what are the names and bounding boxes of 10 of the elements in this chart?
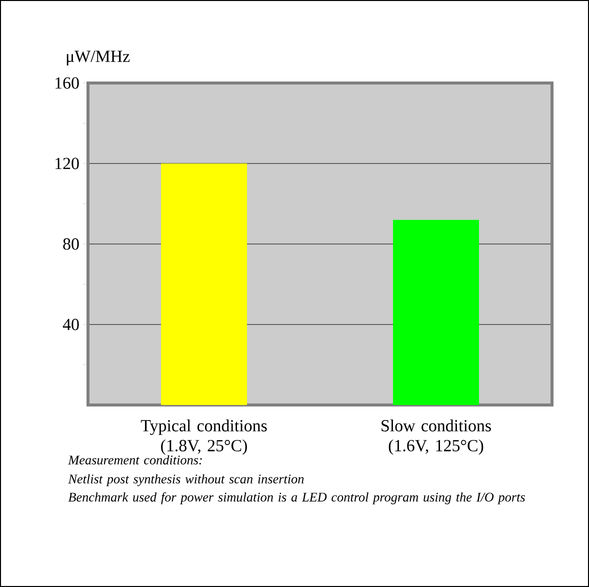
y-tick-label: 160 <box>56 77 79 89</box>
text: Measurement conditions: <box>68 455 202 465</box>
text: Netlist post synthesis without scan insertion <box>68 474 304 486</box>
text: Benchmark used for power simulation is a LED control program using the I/O ports <box>68 492 525 504</box>
y-tick-label: 80 <box>63 238 79 250</box>
y-tick-label: 120 <box>56 158 79 170</box>
x-tick-label: Slow conditions (1.6V, 125°C) <box>382 420 491 455</box>
y-axis-title: μW/MHz <box>66 50 130 66</box>
x-tick-label: Typical conditions (1.8V, 25°C) <box>140 420 267 455</box>
y-tick-label: 40 <box>62 318 79 330</box>
